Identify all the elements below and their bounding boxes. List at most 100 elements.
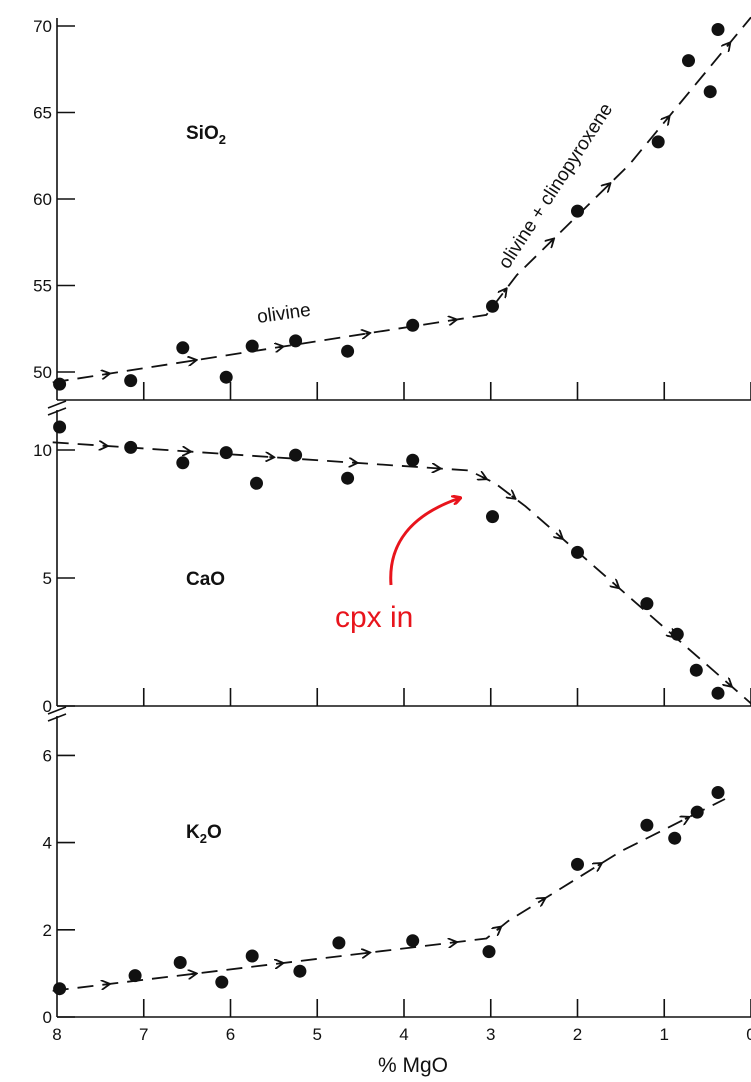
data-point [571, 857, 584, 871]
data-point [332, 936, 346, 950]
data-point [176, 341, 190, 355]
data-point [219, 446, 233, 460]
y-tick-label: 6 [43, 746, 52, 765]
data-point [289, 448, 303, 462]
y-tick-label: 2 [43, 921, 52, 940]
panel-label: K2O [186, 822, 222, 846]
panel-label-main: K [186, 822, 200, 843]
data-point [406, 318, 420, 332]
x-tick-label: 4 [399, 1025, 408, 1044]
panel-label-tail: O [207, 822, 222, 843]
data-point [250, 476, 263, 490]
data-point [53, 377, 67, 391]
y-tick-label: 60 [33, 190, 52, 209]
y-tick-label: 70 [33, 17, 52, 36]
data-point [668, 831, 682, 845]
data-point [245, 949, 259, 963]
data-point [176, 456, 190, 470]
trend-arrow [279, 347, 283, 348]
data-point [406, 934, 420, 948]
data-point [670, 627, 684, 641]
annotation-text: cpx in [335, 601, 413, 634]
axis-break [47, 706, 67, 715]
data-point [486, 510, 499, 524]
y-tick-label: 55 [33, 277, 52, 296]
data-point [571, 204, 584, 218]
trend-label-olivine-cpx: olivine + clinopyroxene [495, 100, 618, 273]
data-point [571, 545, 584, 559]
data-point [689, 663, 703, 677]
y-tick-label: 4 [43, 834, 52, 853]
panel-label-subscript: 2 [200, 831, 207, 846]
trend-arrow [728, 684, 731, 687]
panel-label-subscript: 2 [219, 132, 226, 147]
x-axis-title: % MgO [378, 1054, 448, 1077]
data-point [53, 420, 67, 434]
trend-arrow [615, 585, 618, 588]
axis-break [47, 400, 67, 409]
trend-arrow [105, 374, 109, 375]
x-tick-label: 2 [573, 1025, 582, 1044]
data-point [289, 334, 303, 348]
x-tick-label: 5 [313, 1025, 322, 1044]
data-point [711, 23, 725, 36]
x-tick-label: 7 [139, 1025, 148, 1044]
data-point [711, 686, 725, 700]
data-point [245, 339, 259, 353]
data-point [703, 85, 717, 99]
trend-line [52, 16, 751, 384]
x-tick-label: 1 [660, 1025, 669, 1044]
data-point [711, 786, 725, 799]
x-tick-label: 8 [52, 1025, 61, 1044]
data-point [690, 805, 704, 819]
axis-break [47, 713, 67, 722]
trend-label-olivine: olivine [256, 300, 312, 328]
panel-label-main: CaO [186, 569, 225, 590]
trend-arrow [452, 320, 456, 321]
y-tick-label: 50 [33, 363, 52, 382]
y-tick-label: 65 [33, 104, 52, 123]
x-tick-label: 6 [226, 1025, 235, 1044]
data-point [341, 471, 355, 485]
trend-arrow [482, 477, 486, 479]
trend-arrow [598, 864, 601, 866]
trend-arrow [685, 817, 689, 819]
y-tick-label: 5 [43, 569, 52, 588]
x-tick-label: 3 [486, 1025, 495, 1044]
data-point [124, 440, 138, 454]
trend-arrow [551, 239, 554, 242]
trend-arrow [559, 536, 562, 539]
data-point [682, 54, 695, 68]
y-tick-label: 0 [43, 697, 52, 716]
data-point [124, 374, 138, 388]
data-point [53, 982, 67, 996]
trend-arrow [541, 898, 544, 900]
trend-arrow [666, 117, 669, 120]
data-point [640, 597, 654, 611]
data-point [651, 135, 665, 149]
trend-arrow [727, 43, 730, 46]
data-point [219, 370, 233, 384]
panel-label: CaO [186, 569, 225, 590]
data-point [215, 975, 229, 989]
panel-label: SiO2 [186, 123, 226, 147]
y-tick-label: 10 [33, 441, 52, 460]
trend-line [52, 441, 751, 705]
data-point [128, 969, 142, 983]
trend-arrow [504, 289, 506, 292]
trend-arrow [365, 333, 369, 334]
panel-1: 0 5 10 CaO cpx in [33, 420, 751, 716]
data-point [482, 945, 496, 959]
panel-0: 50 55 60 65 70 SiO2 olivine olivine + clinopyro… [33, 16, 751, 391]
trend-arrow [497, 927, 500, 930]
trend-arrow [512, 496, 515, 498]
trend-arrow [192, 360, 196, 361]
data-point [640, 818, 654, 832]
data-point [293, 964, 307, 978]
data-point [341, 344, 355, 358]
x-tick-label: 0 [746, 1025, 751, 1044]
annotation-arrow [389, 498, 460, 586]
data-point [486, 299, 499, 313]
